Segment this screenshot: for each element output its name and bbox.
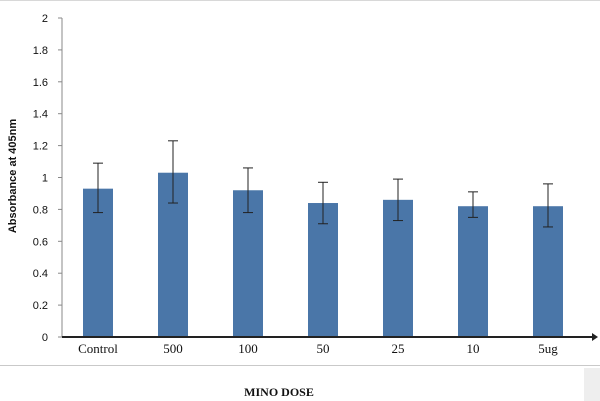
x-tick-label: 25 <box>392 341 405 356</box>
y-tick-label: 0.8 <box>33 204 48 216</box>
error-bars <box>93 140 553 228</box>
y-axis-label: Absorbance at 405nm <box>7 119 19 234</box>
y-tick-label: 0.2 <box>33 300 48 312</box>
x-tick-label: 50 <box>317 341 330 356</box>
y-tick-label: 1.2 <box>33 141 48 153</box>
scroll-edge <box>584 368 600 401</box>
bar <box>233 190 263 337</box>
top-border <box>0 0 600 1</box>
y-tick-labels: 0 0.2 0.4 0.6 0.8 1 1.2 1.4 1.6 1.8 2 <box>33 13 48 344</box>
bar <box>308 203 338 337</box>
y-tick-label: 0.6 <box>33 236 48 248</box>
bar <box>458 206 488 337</box>
bars <box>83 172 563 337</box>
y-tick-label: 1.8 <box>33 45 48 57</box>
y-tick-label: 0 <box>42 332 48 344</box>
y-axis <box>58 17 63 338</box>
bar <box>533 206 563 337</box>
x-tick-labels: Control 500 100 50 25 10 5ug <box>78 341 558 356</box>
x-tick-label: 100 <box>238 341 258 356</box>
y-tick-label: 1 <box>42 173 48 185</box>
bar <box>383 199 413 337</box>
x-tick-label: 10 <box>467 341 480 356</box>
x-tick-label: 500 <box>163 341 183 356</box>
x-tick-label: Control <box>78 341 118 356</box>
y-tick-label: 2 <box>42 13 48 25</box>
y-tick-label: 0.4 <box>33 268 48 280</box>
y-tick-label: 1.4 <box>33 109 48 121</box>
x-axis <box>62 333 598 341</box>
x-axis-label: MINO DOSE <box>244 385 314 399</box>
y-tick-label: 1.6 <box>33 77 48 89</box>
divider <box>0 365 600 366</box>
bar <box>83 188 113 337</box>
x-axis-arrow <box>592 333 598 341</box>
x-tick-label: 5ug <box>538 341 558 356</box>
